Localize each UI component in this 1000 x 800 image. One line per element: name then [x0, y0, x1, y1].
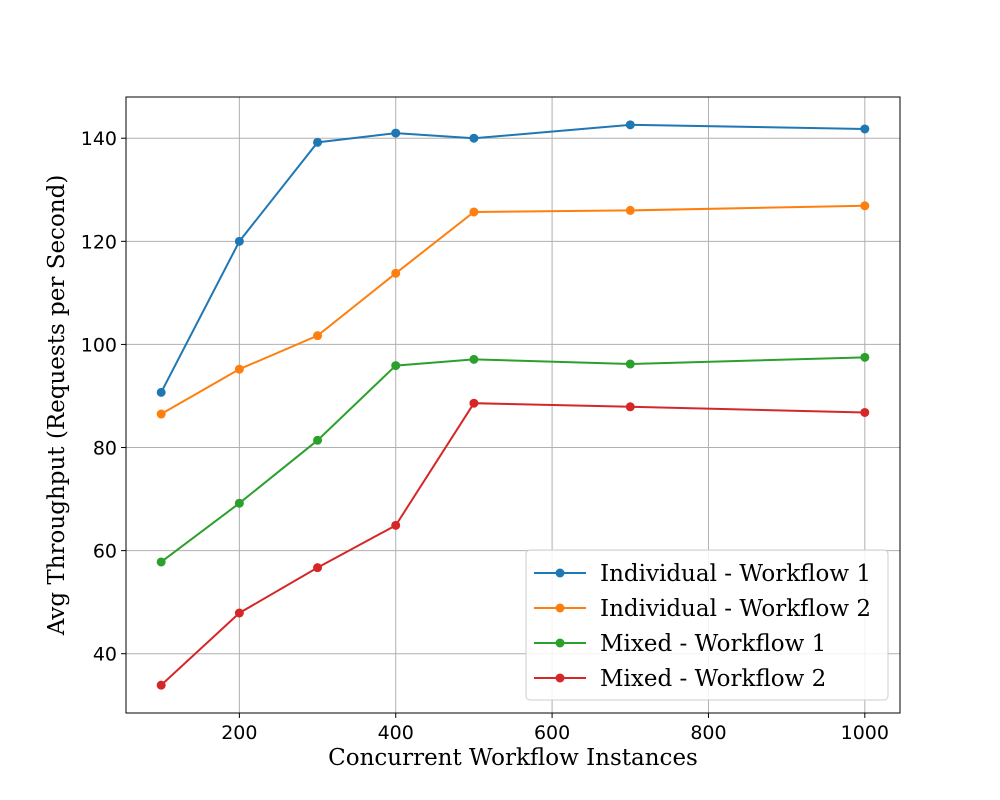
data-point [860, 352, 870, 362]
legend-marker [555, 603, 565, 613]
y-tick-label: 80 [93, 438, 117, 460]
data-point [313, 563, 323, 573]
y-tick-label: 100 [81, 334, 117, 356]
data-point [469, 133, 479, 143]
y-tick-label: 140 [81, 128, 117, 150]
x-tick-label: 1000 [841, 722, 889, 744]
x-tick-label: 400 [378, 722, 414, 744]
x-axis-title: Concurrent Workflow Instances [328, 745, 698, 771]
legend-box [525, 549, 889, 701]
data-point [860, 407, 870, 417]
data-point [313, 137, 323, 147]
legend-label: Mixed - Workflow 2 [600, 666, 826, 692]
data-point [234, 498, 244, 508]
legend-item: Mixed - Workflow 1 [534, 631, 826, 657]
x-tick-label: 200 [221, 722, 257, 744]
data-point [860, 201, 870, 211]
x-tick-label: 600 [534, 722, 570, 744]
x-axis-ticks: 200 400 600 800 1000 [221, 713, 889, 744]
series-2 [156, 201, 870, 419]
legend-item: Individual - Workflow 1 [534, 561, 871, 587]
legend: Individual - Workflow 1 Individual - Work… [525, 549, 889, 701]
legend-label: Individual - Workflow 2 [600, 596, 871, 622]
series-1 [156, 120, 870, 397]
data-point [313, 435, 323, 445]
data-point [391, 361, 401, 371]
series-layer [156, 120, 870, 690]
y-tick-label: 120 [81, 231, 117, 253]
data-point [234, 608, 244, 618]
plot-frame [125, 96, 901, 714]
y-axis-title: Avg Throughput (Requests per Second) [44, 175, 70, 637]
data-point [625, 205, 635, 215]
data-point [860, 124, 870, 134]
data-point [391, 268, 401, 278]
legend-marker [555, 638, 565, 648]
y-tick-label: 40 [93, 644, 117, 666]
data-point [234, 364, 244, 374]
legend-marker [555, 673, 565, 683]
y-axis-ticks: 40 60 80 100 120 140 [81, 128, 126, 666]
data-point [625, 359, 635, 369]
series-3 [156, 352, 870, 567]
y-tick-label: 60 [93, 541, 117, 563]
data-point [391, 520, 401, 530]
data-point [469, 207, 479, 217]
data-point [156, 387, 166, 397]
data-point [156, 557, 166, 567]
data-point [469, 398, 479, 408]
data-point [156, 409, 166, 419]
data-point [391, 128, 401, 138]
legend-item: Mixed - Workflow 2 [534, 666, 826, 692]
data-point [625, 402, 635, 412]
data-point [313, 331, 323, 341]
x-tick-label: 800 [690, 722, 726, 744]
data-point [234, 236, 244, 246]
legend-label: Mixed - Workflow 1 [600, 631, 826, 657]
legend-item: Individual - Workflow 2 [534, 596, 871, 622]
data-point [625, 120, 635, 130]
data-point [156, 680, 166, 690]
series-4 [156, 398, 870, 690]
data-point [469, 354, 479, 364]
legend-label: Individual - Workflow 1 [600, 561, 871, 587]
legend-marker [555, 568, 565, 578]
